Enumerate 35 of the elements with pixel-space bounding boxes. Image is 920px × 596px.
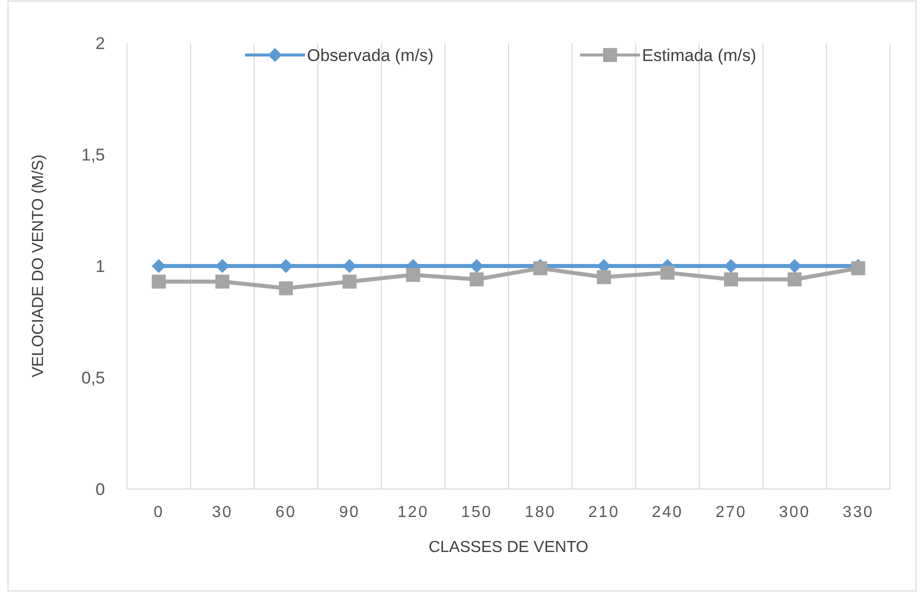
point	[660, 266, 674, 280]
y-tick-label: 2	[96, 34, 105, 53]
y-tick-label: 0,5	[81, 368, 105, 388]
y-tick-label: 0	[96, 480, 105, 499]
point	[470, 259, 484, 273]
x-tick-label: 270	[715, 504, 747, 521]
y-axis-title: VELOCIADE DO VENTO (M/S)	[30, 154, 47, 378]
x-tick-label: 300	[779, 504, 810, 521]
x-tick-label: 180	[524, 504, 556, 521]
x-tick-label: 330	[842, 504, 874, 521]
point	[215, 274, 230, 289]
point	[724, 272, 738, 286]
y-tick-label: 1	[96, 257, 105, 276]
point	[406, 268, 420, 282]
point	[152, 274, 166, 289]
x-tick-label: 120	[398, 504, 429, 521]
point	[851, 261, 866, 276]
x-tick-label: 210	[588, 504, 620, 521]
point	[152, 259, 166, 273]
x-tick-label: 30	[212, 504, 233, 521]
x-tick-label: 240	[652, 504, 684, 521]
point	[342, 274, 357, 289]
legend-label: Estimada (m/s)	[642, 46, 756, 65]
x-tick-label: 90	[339, 504, 360, 521]
point	[278, 281, 293, 296]
x-tick-label: 0	[154, 504, 164, 521]
point	[788, 272, 802, 286]
x-tick-label: 60	[276, 504, 296, 521]
legend-label: Observada (m/s)	[307, 46, 434, 65]
point	[533, 261, 548, 276]
point	[470, 272, 484, 286]
x-tick-label: 150	[461, 504, 492, 521]
point	[596, 270, 611, 284]
y-tick-label: 1,5	[81, 146, 105, 164]
x-axis-title: CLASSES DE VENTO	[428, 539, 588, 556]
